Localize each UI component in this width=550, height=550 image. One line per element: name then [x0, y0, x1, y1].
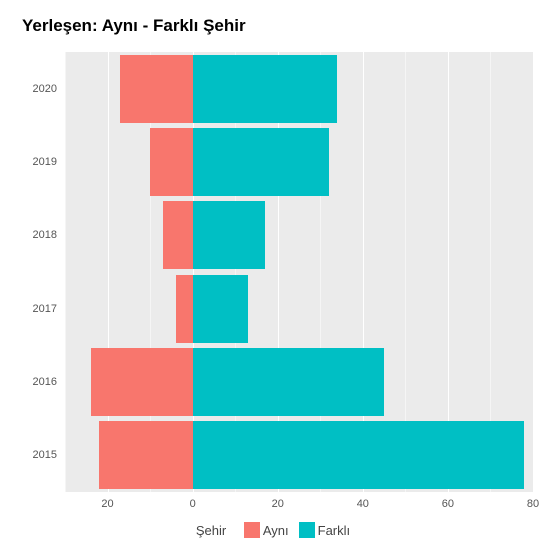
plot-area	[65, 52, 533, 492]
y-tick-label: 2020	[0, 83, 57, 95]
y-tick-label: 2019	[0, 156, 57, 168]
bar-Farklı	[193, 128, 329, 196]
bar-Aynı	[99, 421, 193, 489]
bar-Aynı	[163, 201, 193, 269]
legend-title: Şehir	[196, 523, 226, 538]
chart-title: Yerleşen: Aynı - Farklı Şehir	[22, 16, 246, 36]
x-tick-label: 20	[101, 498, 113, 510]
y-tick-label: 2015	[0, 449, 57, 461]
x-tick-label: 40	[357, 498, 369, 510]
y-tick-label: 2018	[0, 229, 57, 241]
bar-Farklı	[193, 275, 248, 343]
x-tick-label: 0	[190, 498, 196, 510]
bar-Farklı	[193, 201, 265, 269]
bar-Aynı	[176, 275, 193, 343]
y-tick-label: 2017	[0, 303, 57, 315]
legend-swatch	[244, 522, 260, 538]
legend-item-label: Aynı	[263, 523, 289, 538]
x-tick-label: 20	[272, 498, 284, 510]
bar-Farklı	[193, 421, 525, 489]
x-tick-label: 60	[442, 498, 454, 510]
legend: Şehir Aynı Farklı	[0, 522, 550, 538]
bar-Aynı	[120, 55, 192, 123]
legend-item-label: Farklı	[318, 523, 351, 538]
bar-Farklı	[193, 348, 384, 416]
x-tick-label: 80	[527, 498, 539, 510]
bar-Farklı	[193, 55, 338, 123]
bar-Aynı	[150, 128, 193, 196]
y-tick-label: 2016	[0, 376, 57, 388]
bar-Aynı	[91, 348, 193, 416]
legend-swatch	[299, 522, 315, 538]
